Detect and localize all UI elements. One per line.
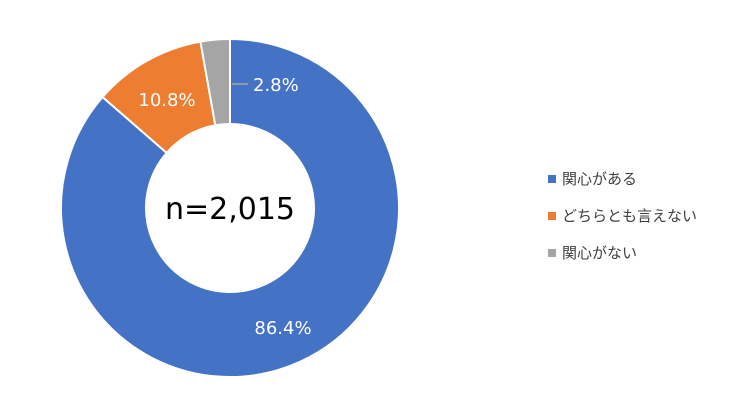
legend-swatch-gray [548, 248, 556, 257]
legend-swatch-orange [548, 211, 556, 220]
data-label-kanshin-ga-aru: 86.4% [254, 318, 311, 339]
data-label-kanshin-ga-nai: 2.8% [253, 75, 299, 96]
legend-item-kanshin-ga-nai: 関心がない [548, 234, 697, 271]
legend-label: どちらとも言えない [562, 207, 698, 225]
legend-label: 関心がある [562, 170, 638, 188]
slice-kanshin-ga-aru [60, 37, 400, 378]
slice-kanshin-ga-nai [199, 37, 231, 127]
legend: 関心がある どちらとも言えない 関心がない [548, 160, 697, 271]
legend-item-dochira-tomo-ienai: どちらとも言えない [548, 197, 697, 234]
center-label: n=2,015 [165, 192, 295, 227]
data-label-dochira-tomo-ienai: 10.8% [138, 90, 195, 111]
legend-swatch-blue [548, 174, 556, 183]
legend-item-kanshin-ga-aru: 関心がある [548, 160, 697, 197]
legend-label: 関心がない [562, 244, 638, 262]
